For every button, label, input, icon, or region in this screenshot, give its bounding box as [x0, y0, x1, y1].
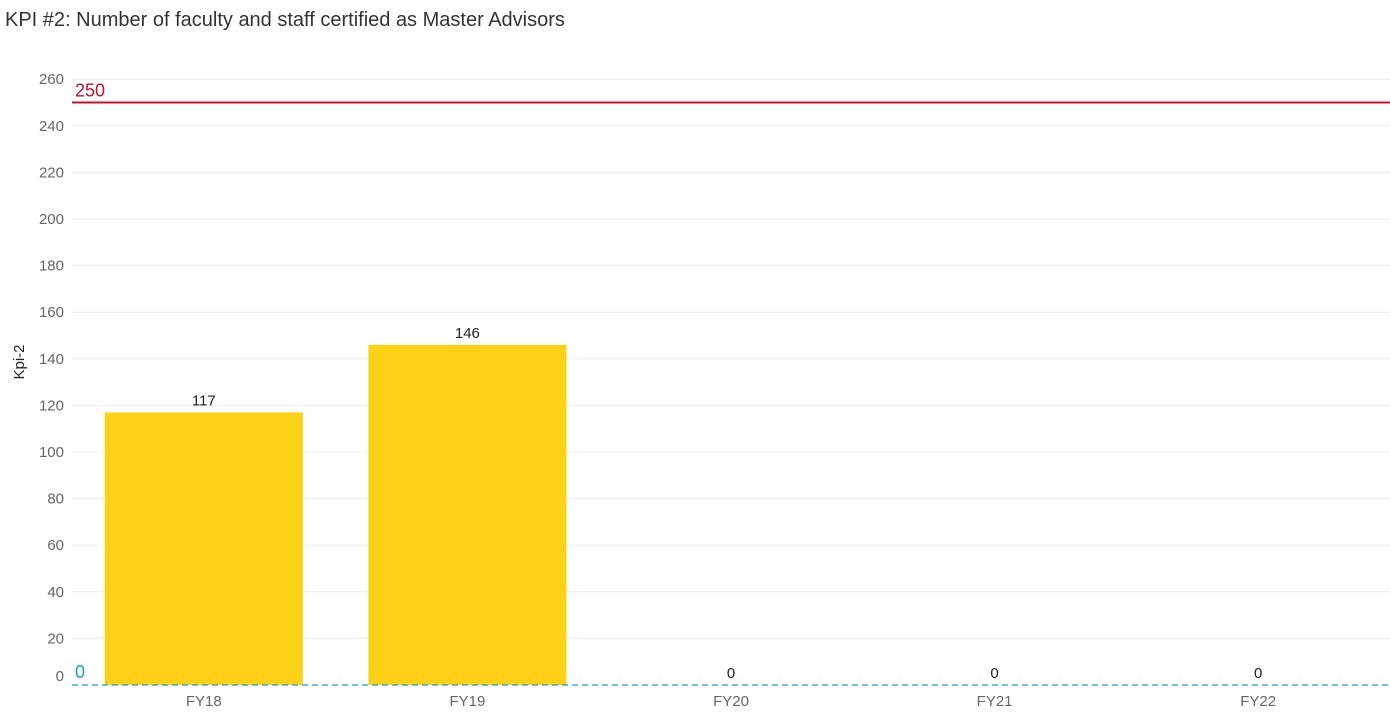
- y-tick-label: 200: [39, 211, 64, 228]
- reference-lines: 250 0: [72, 81, 1390, 686]
- bars: [104, 344, 567, 685]
- bar: [368, 344, 567, 685]
- chart-title: KPI #2: Number of faculty and staff cert…: [5, 9, 565, 31]
- y-tick-label: 120: [39, 397, 64, 414]
- x-axis-ticks: FY18 FY19 FY20 FY21 FY22: [186, 693, 1276, 710]
- reference-line-label: 0: [75, 662, 85, 682]
- bar: [104, 412, 303, 685]
- y-tick-label: 240: [39, 118, 64, 135]
- x-tick-label: FY21: [977, 693, 1013, 710]
- y-tick-label: 20: [47, 630, 64, 647]
- x-tick-label: FY18: [186, 693, 222, 710]
- reference-line-label: 250: [75, 81, 105, 101]
- y-tick-label: 220: [39, 164, 64, 181]
- y-tick-label: 80: [47, 491, 64, 508]
- data-label: 117: [192, 392, 216, 409]
- y-tick-label: 40: [47, 584, 64, 601]
- y-tick-label: 100: [39, 444, 64, 461]
- y-axis-title: Kpi-2: [11, 344, 28, 379]
- y-tick-label: 180: [39, 258, 64, 275]
- y-axis-ticks: 0 20 40 60 80 100 120 140 160 180 200 220 240 260: [39, 71, 64, 685]
- data-labels: 117 146 0 0 0: [192, 325, 1263, 682]
- grid-lines: [72, 78, 1390, 639]
- y-tick-label: 0: [56, 668, 64, 685]
- x-tick-label: FY20: [713, 693, 749, 710]
- y-tick-label: 140: [39, 351, 64, 368]
- data-label: 0: [1254, 665, 1262, 682]
- data-label: 146: [455, 325, 480, 342]
- data-label: 0: [990, 665, 998, 682]
- data-label: 0: [727, 665, 735, 682]
- y-tick-label: 60: [47, 537, 64, 554]
- x-tick-label: FY19: [449, 693, 485, 710]
- y-tick-label: 260: [39, 71, 64, 88]
- x-tick-label: FY22: [1240, 693, 1276, 710]
- y-tick-label: 160: [39, 304, 64, 321]
